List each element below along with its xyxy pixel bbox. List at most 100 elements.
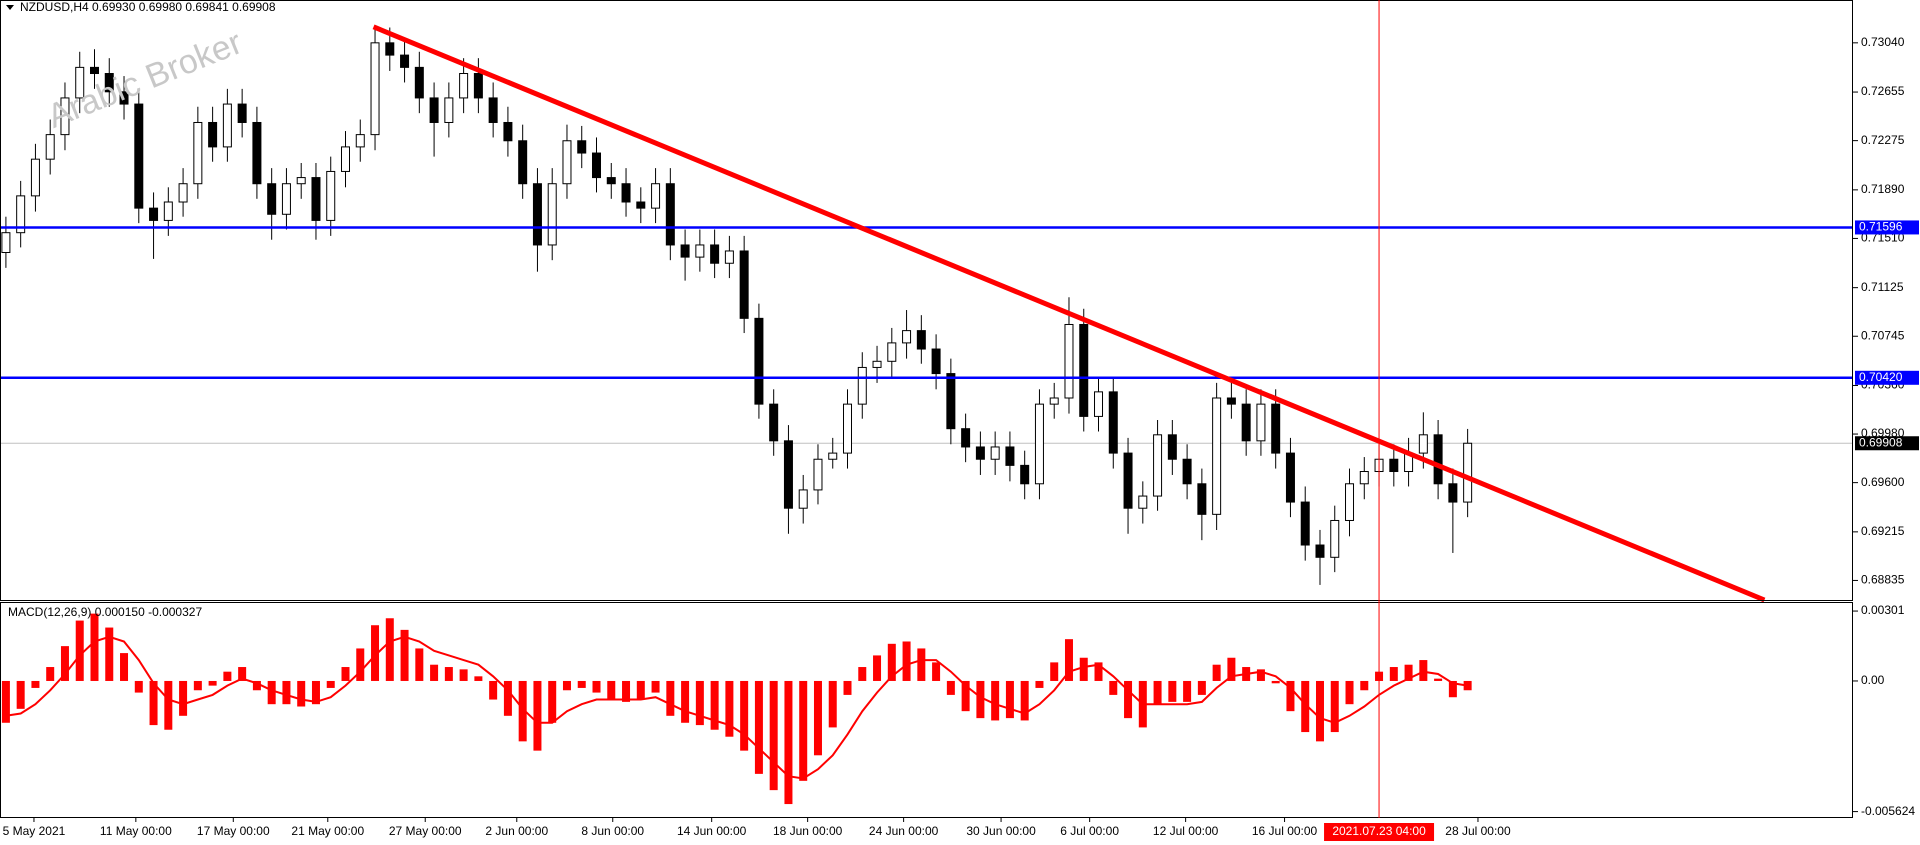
- candle-body: [1020, 464, 1030, 485]
- menu-arrow[interactable]: [6, 5, 14, 10]
- candle-body: [872, 360, 882, 368]
- candle-body: [385, 42, 395, 56]
- macd-bar: [518, 680, 527, 742]
- macd-bar: [134, 680, 143, 693]
- macd-bar: [592, 680, 601, 693]
- macd-bar: [1183, 680, 1192, 702]
- macd-bar: [1345, 680, 1354, 705]
- macd-bar: [961, 680, 970, 712]
- candle-body: [459, 73, 469, 99]
- candle-body: [562, 140, 572, 185]
- macd-bar: [784, 680, 793, 805]
- macd-bar: [754, 680, 763, 774]
- macd-bar: [976, 680, 985, 719]
- macd-bar: [1050, 662, 1059, 681]
- macd-bar: [873, 655, 882, 681]
- candle-body: [119, 91, 129, 105]
- candle-body: [60, 97, 70, 136]
- macd-bar: [1153, 680, 1162, 705]
- candle-body: [75, 66, 85, 99]
- candle-body: [621, 183, 631, 203]
- macd-bar: [548, 680, 557, 723]
- macd-bar: [1256, 669, 1265, 681]
- x-tick-label: 2 Jun 00:00: [485, 824, 548, 838]
- macd-bar: [991, 680, 1000, 721]
- hline-label: 0.71596: [1859, 220, 1903, 234]
- chart-title: NZDUSD,H4 0.69930 0.69980 0.69841 0.6990…: [20, 0, 276, 14]
- candle-body: [1418, 434, 1428, 454]
- y-tick-label: 0.69600: [1861, 475, 1905, 489]
- macd-bar: [149, 680, 158, 726]
- macd-bar: [267, 680, 276, 705]
- candle-body: [547, 183, 557, 246]
- trend-line: [372, 24, 1766, 603]
- macd-bar: [179, 680, 188, 716]
- macd-bar: [1168, 680, 1177, 702]
- candle-body: [208, 121, 218, 148]
- macd-bar: [326, 680, 335, 688]
- candle-body: [1094, 391, 1104, 417]
- indicator-title: MACD(12,26,9) 0.000150 -0.000327: [8, 605, 202, 619]
- macd-bar: [385, 618, 394, 681]
- candle-body: [1153, 434, 1163, 497]
- macd-bar: [1094, 662, 1103, 681]
- macd-bar: [223, 671, 232, 681]
- x-tick-label: 16 Jul 00:00: [1252, 824, 1318, 838]
- hline-label-box: [1855, 220, 1919, 235]
- candle-body: [975, 446, 985, 460]
- candle-body: [104, 73, 114, 93]
- candle-body: [1079, 323, 1089, 417]
- candle-body: [739, 250, 749, 319]
- macd-panel-border: [0, 602, 1853, 818]
- x-tick-label: 27 May 00:00: [389, 824, 462, 838]
- cursor-label: 2021.07.23 04:00: [1332, 824, 1426, 838]
- macd-bar: [681, 680, 690, 723]
- x-tick-label: 28 Jul 00:00: [1445, 824, 1511, 838]
- candle-body: [1167, 434, 1177, 460]
- candle-body: [1005, 446, 1015, 466]
- y-tick-label: 0.00301: [1861, 603, 1905, 617]
- signal-line: [5, 635, 1468, 780]
- candle-body: [311, 177, 321, 221]
- candle-body: [16, 195, 26, 234]
- candle-body: [340, 146, 350, 172]
- candle-body: [665, 183, 675, 246]
- macd-bar: [828, 680, 837, 728]
- candle-body: [651, 183, 661, 209]
- macd-bar: [932, 662, 941, 681]
- candle-body: [296, 177, 306, 185]
- candle-body: [222, 103, 232, 148]
- candle-body: [636, 201, 646, 209]
- macd-bar: [341, 667, 350, 681]
- candle-body: [1330, 519, 1340, 558]
- macd-bar: [371, 625, 380, 681]
- candle-body: [695, 244, 705, 258]
- macd-bar: [474, 676, 483, 681]
- macd-bar: [666, 680, 675, 716]
- macd-bar: [1404, 664, 1413, 681]
- candle-body: [961, 428, 971, 448]
- y-tick-label: 0.00: [1861, 673, 1885, 687]
- candle-body: [754, 317, 764, 405]
- candle-body: [902, 330, 912, 344]
- x-tick-label: 14 Jun 00:00: [677, 824, 747, 838]
- candle-body: [532, 183, 542, 246]
- y-tick-label: 0.69215: [1861, 524, 1905, 538]
- macd-bar: [430, 664, 439, 681]
- x-tick-label: 11 May 00:00: [100, 824, 172, 838]
- y-tick-label: 0.73040: [1861, 35, 1905, 49]
- candle-body: [30, 158, 40, 197]
- candle-body: [1064, 323, 1074, 399]
- candle-body: [45, 134, 55, 160]
- candle-body: [769, 403, 779, 442]
- macd-bar: [1035, 680, 1044, 688]
- macd-bar: [489, 680, 498, 700]
- macd-bar: [577, 680, 586, 688]
- candle-body: [798, 489, 808, 509]
- macd-bar: [31, 680, 40, 688]
- macd-bar: [1286, 680, 1295, 712]
- candle-body: [163, 201, 173, 221]
- candle-body: [267, 183, 277, 215]
- candle-body: [1271, 403, 1281, 454]
